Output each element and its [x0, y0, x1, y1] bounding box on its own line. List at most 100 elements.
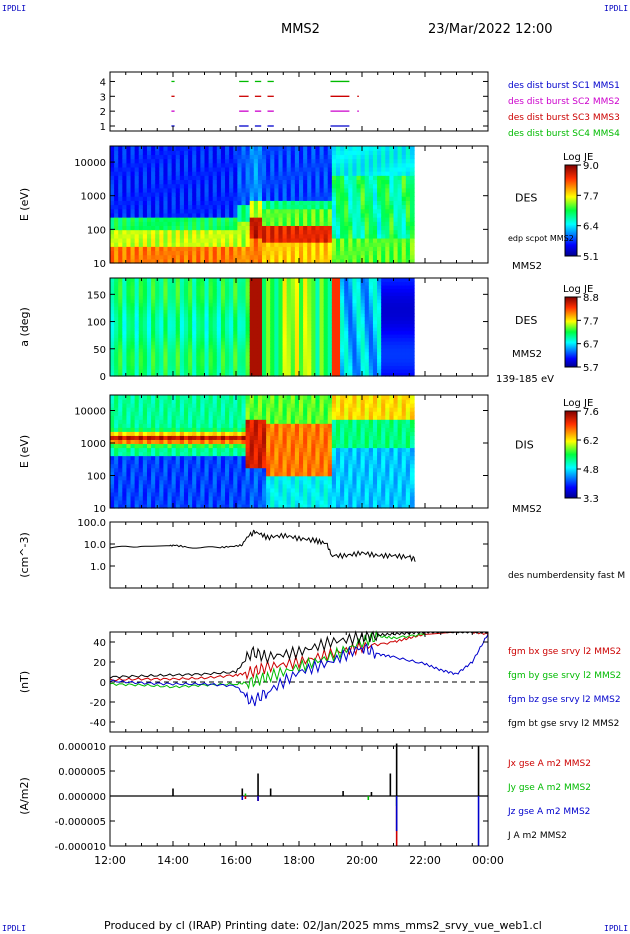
- spectrogram-cell: [368, 229, 374, 235]
- spectrogram-cell: [188, 191, 193, 197]
- spectrogram-cell: [257, 229, 263, 235]
- spectrogram-cell: [381, 196, 386, 201]
- spectrogram-cell: [175, 372, 181, 377]
- spectrogram-cell: [159, 330, 165, 335]
- spectrogram-cell: [114, 179, 119, 185]
- spectrogram-cell: [409, 288, 415, 293]
- spectrogram-cell: [315, 348, 321, 353]
- spectrogram-cell: [311, 221, 317, 226]
- spectrogram-cell: [253, 278, 259, 283]
- spectrogram-cell: [114, 415, 119, 420]
- spectrogram-cell: [146, 166, 152, 172]
- spectrogram-cell: [401, 372, 407, 377]
- spectrogram-cell: [159, 229, 165, 235]
- spectrogram-cell: [368, 358, 374, 363]
- spectrogram-cell: [204, 191, 210, 197]
- spectrogram-cell: [196, 162, 201, 168]
- spectrogram-cell: [348, 166, 354, 172]
- spectrogram-cell: [167, 221, 173, 226]
- spectrogram-cell: [315, 365, 321, 370]
- spectrogram-cell: [409, 196, 415, 201]
- spectrogram-cell: [175, 407, 181, 412]
- spectrogram-cell: [327, 242, 333, 247]
- spectrogram-cell: [196, 503, 201, 509]
- spectrogram-cell: [225, 411, 230, 416]
- spectrogram-cell: [151, 503, 156, 509]
- spectrogram-cell: [393, 162, 399, 168]
- spectrogram-cell: [257, 250, 263, 256]
- spectrogram-cell: [278, 295, 284, 300]
- spectrogram-cell: [294, 187, 300, 193]
- spectrogram-cell: [340, 285, 345, 290]
- spectrogram-cell: [356, 208, 362, 214]
- spectrogram-cell: [409, 229, 415, 235]
- spectrogram-cell: [212, 288, 218, 293]
- spectrogram-cell: [282, 162, 288, 168]
- spectrogram-cell: [344, 351, 349, 356]
- spectrogram-cell: [319, 217, 325, 222]
- spectrogram-cell: [216, 323, 222, 328]
- spectrogram-cell: [151, 467, 156, 473]
- spectrogram-cell: [179, 175, 185, 181]
- spectrogram-cell: [253, 285, 259, 290]
- spectrogram-cell: [327, 351, 333, 356]
- spectrogram-cell: [229, 499, 234, 505]
- spectrogram-cell: [134, 237, 140, 243]
- spectrogram-cell: [364, 175, 370, 181]
- spectrogram-cell: [282, 254, 288, 260]
- spectrogram-cell: [377, 292, 382, 297]
- spectrogram-cell: [323, 358, 329, 363]
- spectrogram-cell: [175, 179, 181, 185]
- spectrogram-cell: [237, 217, 243, 222]
- spectrogram-cell: [118, 487, 123, 493]
- spectrogram-cell: [241, 258, 247, 264]
- spectrogram-cell: [364, 158, 370, 164]
- spectrogram-cell: [200, 217, 206, 222]
- spectrogram-cell: [118, 447, 123, 453]
- spectrogram-cell: [204, 183, 210, 189]
- spectrogram-cell: [340, 212, 345, 218]
- spectrogram-cell: [311, 158, 317, 164]
- spectrogram-cell: [364, 313, 370, 318]
- spectrogram-cell: [356, 320, 362, 325]
- spectrogram-cell: [208, 306, 214, 311]
- spectrogram-cell: [118, 491, 123, 497]
- spectrogram-cell: [212, 471, 218, 477]
- spectrogram-cell: [163, 415, 169, 420]
- spectrogram-cell: [225, 320, 230, 325]
- spectrogram-cell: [389, 191, 395, 197]
- spectrogram-cell: [331, 281, 337, 286]
- spectrogram-cell: [151, 229, 156, 235]
- spectrogram-cell: [159, 503, 165, 509]
- spectrogram-cell: [134, 208, 140, 214]
- spectrogram-cell: [229, 495, 234, 501]
- spectrogram-cell: [397, 154, 403, 160]
- spectrogram-cell: [319, 327, 325, 332]
- spectrogram-cell: [352, 309, 358, 314]
- spectrogram-cell: [319, 150, 325, 155]
- spectrogram-cell: [245, 233, 251, 239]
- spectrogram-cell: [377, 233, 382, 239]
- spectrogram-cell: [220, 200, 226, 206]
- spectrogram-cell: [368, 237, 374, 243]
- spectrogram-cell: [122, 171, 128, 176]
- spectrogram-cell: [409, 302, 415, 307]
- spectrogram-cell: [377, 278, 382, 283]
- spectrogram-cell: [155, 495, 160, 501]
- spectrogram-cell: [167, 495, 173, 501]
- spectrogram-cell: [368, 146, 374, 151]
- spectrogram-cell: [138, 362, 144, 367]
- spectrogram-cell: [294, 171, 300, 176]
- spectrogram-cell: [183, 399, 189, 404]
- spectrogram-cell: [282, 323, 288, 328]
- spectrogram-cell: [175, 233, 181, 239]
- spectrogram-cell: [220, 237, 226, 243]
- spectrogram-cell: [130, 221, 136, 226]
- spectrogram-cell: [126, 171, 132, 176]
- spectrogram-cell: [245, 258, 251, 264]
- spectrogram-cell: [327, 162, 333, 168]
- spectrogram-cell: [233, 299, 238, 304]
- spectrogram-cell: [212, 399, 218, 404]
- spectrogram-cell: [171, 285, 177, 290]
- spectrogram-cell: [126, 285, 132, 290]
